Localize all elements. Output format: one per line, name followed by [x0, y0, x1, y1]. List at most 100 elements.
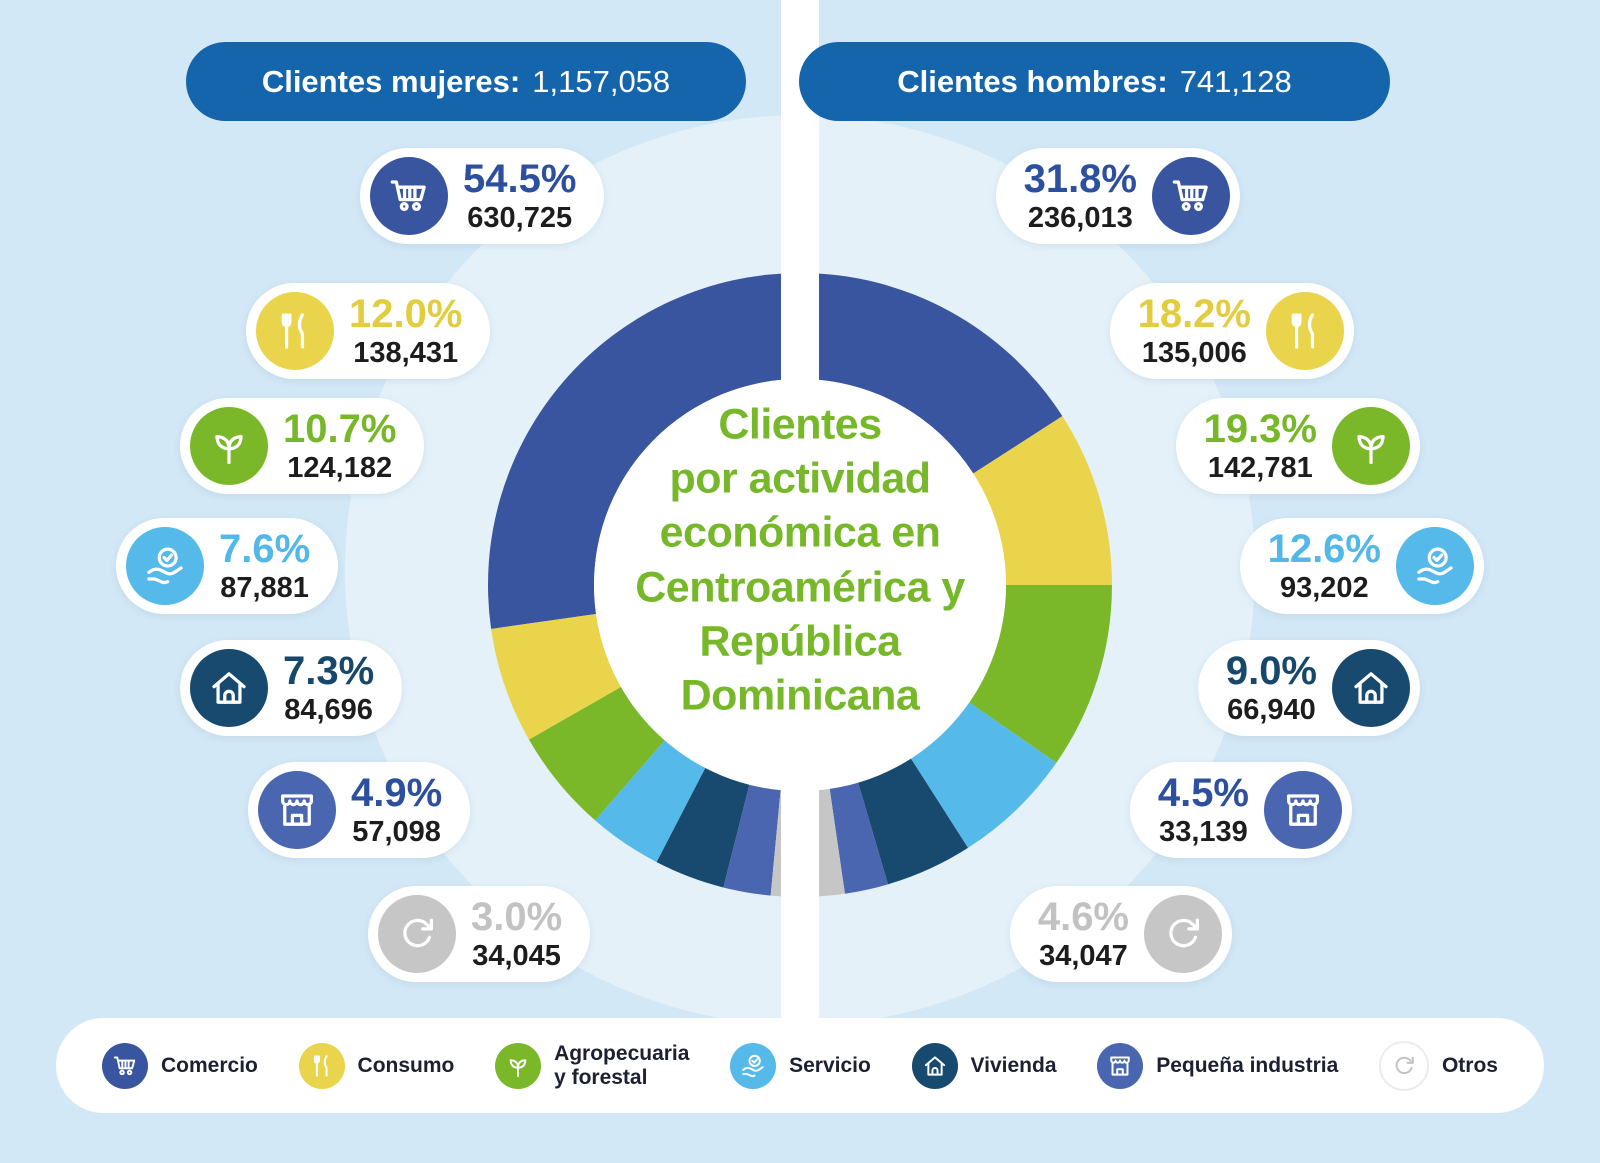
- stat-pill-men-servicio: 12.6% 93,202: [1239, 518, 1484, 614]
- stat-text: 31.8% 236,013: [1024, 159, 1137, 233]
- stat-percent: 12.0%: [349, 291, 463, 336]
- stat-pill-women-otros: 3.0% 34,045: [368, 886, 591, 982]
- stat-pill-men-vivienda: 9.0% 66,940: [1197, 640, 1420, 736]
- cutlery-icon: [256, 292, 334, 370]
- stat-percent: 7.3%: [283, 648, 375, 693]
- men-total-label: Clientes hombres:: [897, 63, 1168, 99]
- men-total-value: 741,128: [1179, 63, 1292, 99]
- hand-check-icon: [126, 527, 204, 605]
- stat-value: 34,045: [472, 939, 561, 972]
- stat-pill-women-servicio: 7.6% 87,881: [116, 518, 339, 614]
- stat-pill-women-agropecuaria: 10.7% 124,182: [180, 398, 425, 494]
- stat-pill-women-vivienda: 7.3% 84,696: [180, 640, 403, 736]
- stat-percent: 3.0%: [471, 894, 563, 939]
- store-icon: [1097, 1042, 1144, 1089]
- stat-pill-men-comercio: 31.8% 236,013: [995, 148, 1240, 244]
- hand-check-icon: [1396, 527, 1474, 605]
- stat-percent: 19.3%: [1203, 406, 1317, 451]
- cutlery-icon: [1266, 292, 1344, 370]
- stat-pill-men-consumo: 18.2% 135,006: [1109, 283, 1354, 379]
- legend-item-pequena-industria: Pequeña industria: [1097, 1042, 1339, 1089]
- stat-percent: 12.6%: [1267, 526, 1381, 571]
- cart-icon: [102, 1042, 148, 1089]
- stat-text: 12.0% 138,431: [349, 294, 462, 368]
- stat-text: 4.5% 33,139: [1158, 773, 1249, 847]
- stat-value: 57,098: [352, 815, 441, 848]
- legend-label: Servicio: [789, 1053, 871, 1077]
- plant-icon: [1332, 407, 1410, 485]
- stat-percent: 10.7%: [283, 406, 397, 451]
- legend-label: Agropecuaria y forestal: [554, 1041, 690, 1089]
- stat-pill-men-pequena-industria: 4.5% 33,139: [1129, 762, 1352, 858]
- stat-text: 9.0% 66,940: [1226, 651, 1317, 725]
- legend-label: Vivienda: [970, 1053, 1057, 1077]
- stat-percent: 31.8%: [1023, 156, 1137, 201]
- house-icon: [190, 649, 268, 727]
- stat-text: 10.7% 124,182: [283, 409, 396, 483]
- stat-value: 66,940: [1227, 693, 1316, 726]
- stat-text: 54.5% 630,725: [463, 159, 576, 233]
- stat-text: 4.9% 57,098: [351, 773, 442, 847]
- stat-value: 34,047: [1039, 939, 1128, 972]
- plant-icon: [495, 1042, 542, 1089]
- legend-label: Comercio: [161, 1053, 258, 1077]
- refresh-icon: [1144, 895, 1222, 973]
- cart-icon: [1152, 157, 1230, 235]
- stat-percent: 7.6%: [219, 526, 311, 571]
- legend-item-consumo: Consumo: [298, 1042, 455, 1089]
- stat-value: 93,202: [1279, 571, 1369, 604]
- store-icon: [1264, 771, 1342, 849]
- stat-percent: 9.0%: [1225, 648, 1317, 693]
- house-icon: [911, 1042, 958, 1089]
- stat-pill-women-pequena-industria: 4.9% 57,098: [248, 762, 471, 858]
- refresh-icon: [1378, 1040, 1429, 1091]
- stat-value: 142,781: [1207, 451, 1313, 484]
- stat-pill-men-agropecuaria: 19.3% 142,781: [1175, 398, 1420, 494]
- cutlery-icon: [298, 1042, 345, 1089]
- stat-pill-women-consumo: 12.0% 138,431: [246, 283, 491, 379]
- women-total-value: 1,157,058: [532, 63, 671, 99]
- store-icon: [258, 771, 336, 849]
- legend-label: Otros: [1441, 1053, 1498, 1077]
- vertical-divider: [781, 0, 819, 1070]
- stat-percent: 18.2%: [1137, 291, 1251, 336]
- stat-value: 124,182: [287, 451, 393, 484]
- stat-value: 630,725: [467, 201, 573, 234]
- stat-pill-men-otros: 4.6% 34,047: [1009, 886, 1232, 982]
- stat-text: 12.6% 93,202: [1268, 529, 1381, 603]
- stat-value: 87,881: [220, 571, 309, 604]
- cart-icon: [370, 157, 448, 235]
- legend-item-comercio: Comercio: [102, 1042, 258, 1089]
- stat-percent: 4.6%: [1037, 894, 1129, 939]
- legend-label: Pequeña industria: [1156, 1053, 1339, 1077]
- stat-value: 33,139: [1159, 815, 1248, 848]
- legend-label: Consumo: [357, 1053, 455, 1077]
- stat-text: 7.3% 84,696: [283, 651, 374, 725]
- stat-text: 3.0% 34,045: [471, 897, 562, 971]
- women-total-banner: Clientes mujeres: 1,157,058: [186, 42, 746, 121]
- legend-item-agropecuaria: Agropecuaria y forestal: [495, 1042, 689, 1089]
- stat-text: 18.2% 135,006: [1138, 294, 1251, 368]
- stat-value: 138,431: [353, 336, 459, 369]
- legend-item-vivienda: Vivienda: [911, 1042, 1057, 1089]
- stat-percent: 54.5%: [463, 156, 577, 201]
- stat-percent: 4.5%: [1157, 770, 1249, 815]
- stat-text: 19.3% 142,781: [1204, 409, 1317, 483]
- legend-item-otros: Otros: [1378, 1040, 1498, 1091]
- stat-text: 4.6% 34,047: [1038, 897, 1129, 971]
- plant-icon: [190, 407, 268, 485]
- hand-check-icon: [730, 1042, 777, 1089]
- stat-text: 7.6% 87,881: [219, 529, 310, 603]
- legend-bar: Comercio Consumo Agropecuaria y forestal…: [56, 1018, 1544, 1113]
- stat-value: 135,006: [1141, 336, 1247, 369]
- stat-value: 236,013: [1027, 201, 1133, 234]
- stat-value: 84,696: [284, 693, 373, 726]
- stat-percent: 4.9%: [351, 770, 443, 815]
- stat-pill-women-comercio: 54.5% 630,725: [360, 148, 605, 244]
- women-total-label: Clientes mujeres:: [261, 63, 521, 99]
- house-icon: [1332, 649, 1410, 727]
- refresh-icon: [378, 895, 456, 973]
- chart-center-title: Clientes por actividad económica en Cent…: [635, 400, 965, 720]
- legend-item-servicio: Servicio: [730, 1042, 871, 1089]
